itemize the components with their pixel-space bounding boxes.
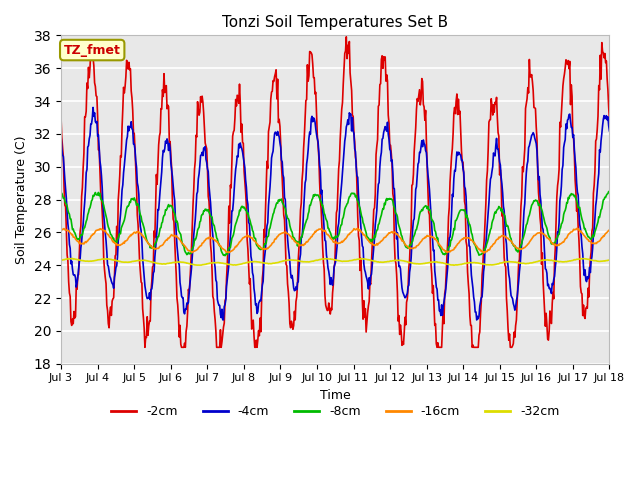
Legend: -2cm, -4cm, -8cm, -16cm, -32cm: -2cm, -4cm, -8cm, -16cm, -32cm: [106, 400, 564, 423]
X-axis label: Time: Time: [320, 389, 351, 402]
Text: TZ_fmet: TZ_fmet: [64, 44, 121, 57]
Y-axis label: Soil Temperature (C): Soil Temperature (C): [15, 135, 28, 264]
Title: Tonzi Soil Temperatures Set B: Tonzi Soil Temperatures Set B: [222, 15, 448, 30]
